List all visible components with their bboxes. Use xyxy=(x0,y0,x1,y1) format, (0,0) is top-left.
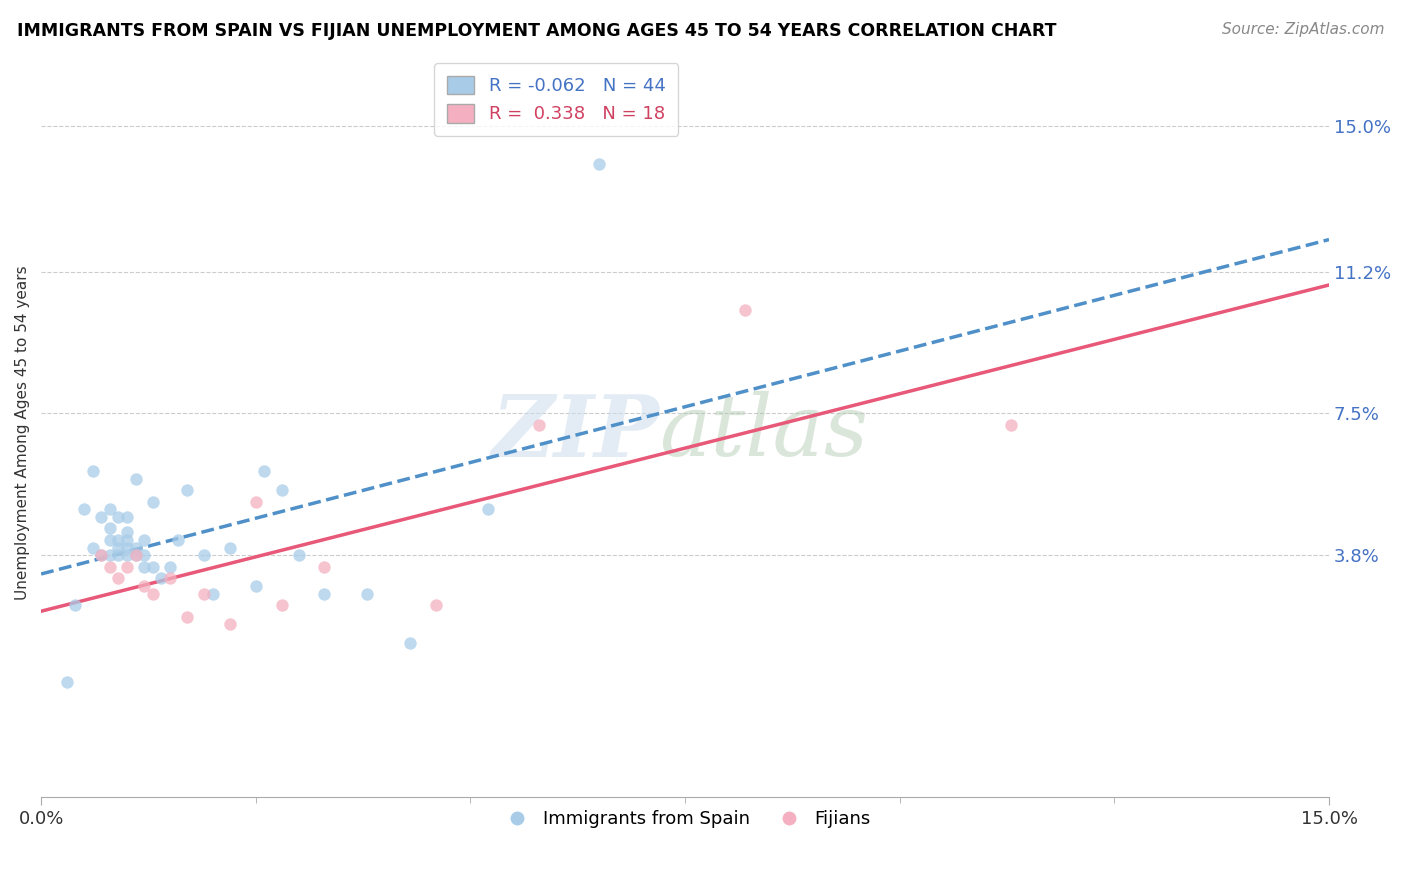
Point xyxy=(115,559,138,574)
Point xyxy=(115,510,138,524)
Point xyxy=(314,587,336,601)
Point xyxy=(124,549,146,563)
Point xyxy=(90,549,112,563)
Point xyxy=(425,598,447,612)
Point xyxy=(115,541,138,555)
Point xyxy=(107,541,129,555)
Point xyxy=(124,549,146,563)
Point xyxy=(107,533,129,547)
Point xyxy=(167,533,190,547)
Legend: Immigrants from Spain, Fijians: Immigrants from Spain, Fijians xyxy=(492,803,879,835)
Point xyxy=(134,533,156,547)
Point xyxy=(107,510,129,524)
Point xyxy=(201,587,224,601)
Point xyxy=(356,587,378,601)
Point xyxy=(82,541,104,555)
Point xyxy=(98,549,121,563)
Text: atlas: atlas xyxy=(659,392,869,474)
Point xyxy=(588,157,610,171)
Point xyxy=(98,502,121,516)
Point xyxy=(134,559,156,574)
Point xyxy=(115,533,138,547)
Point xyxy=(115,525,138,540)
Text: IMMIGRANTS FROM SPAIN VS FIJIAN UNEMPLOYMENT AMONG AGES 45 TO 54 YEARS CORRELATI: IMMIGRANTS FROM SPAIN VS FIJIAN UNEMPLOY… xyxy=(17,22,1056,40)
Point xyxy=(159,571,181,585)
Point xyxy=(124,472,146,486)
Point xyxy=(73,502,96,516)
Point xyxy=(734,303,756,318)
Point xyxy=(98,559,121,574)
Point xyxy=(65,598,87,612)
Point xyxy=(287,549,309,563)
Y-axis label: Unemployment Among Ages 45 to 54 years: Unemployment Among Ages 45 to 54 years xyxy=(15,265,30,600)
Point xyxy=(245,579,267,593)
Point xyxy=(142,494,165,508)
Point xyxy=(159,559,181,574)
Point xyxy=(142,559,165,574)
Point xyxy=(219,617,242,632)
Point xyxy=(90,510,112,524)
Text: Source: ZipAtlas.com: Source: ZipAtlas.com xyxy=(1222,22,1385,37)
Point xyxy=(245,494,267,508)
Point xyxy=(134,579,156,593)
Point xyxy=(270,598,292,612)
Point xyxy=(90,549,112,563)
Point xyxy=(124,541,146,555)
Point xyxy=(150,571,173,585)
Point xyxy=(82,464,104,478)
Point xyxy=(270,483,292,497)
Point xyxy=(193,587,215,601)
Point xyxy=(98,521,121,535)
Text: ZIP: ZIP xyxy=(492,391,659,475)
Point xyxy=(115,549,138,563)
Point xyxy=(107,571,129,585)
Point xyxy=(176,609,198,624)
Point xyxy=(399,636,422,650)
Point xyxy=(107,549,129,563)
Point xyxy=(193,549,215,563)
Point xyxy=(314,559,336,574)
Point xyxy=(253,464,276,478)
Point xyxy=(56,674,79,689)
Point xyxy=(134,549,156,563)
Point xyxy=(527,417,550,432)
Point xyxy=(477,502,499,516)
Point xyxy=(176,483,198,497)
Point xyxy=(142,587,165,601)
Point xyxy=(219,541,242,555)
Point xyxy=(1000,417,1022,432)
Point xyxy=(98,533,121,547)
